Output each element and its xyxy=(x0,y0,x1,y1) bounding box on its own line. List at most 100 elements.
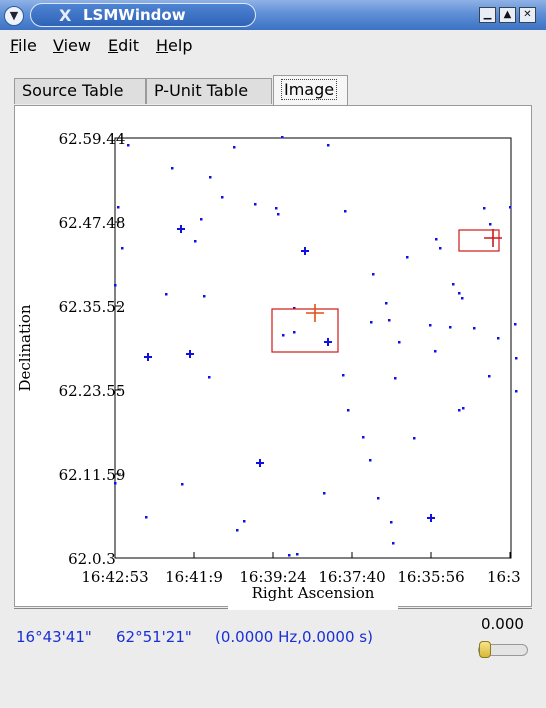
source-dot xyxy=(452,283,455,286)
source-dot xyxy=(473,327,476,330)
tab-image[interactable]: Image xyxy=(273,75,348,105)
source-dot xyxy=(458,292,461,295)
source-dot xyxy=(277,213,280,216)
patch-box xyxy=(271,304,339,353)
source-dot xyxy=(369,459,372,462)
slider-thumb[interactable] xyxy=(479,641,491,658)
x-tick-label: 16:3 xyxy=(487,568,521,586)
source-dot xyxy=(489,223,492,226)
source-dot xyxy=(281,136,284,139)
source-plus-marker xyxy=(324,338,332,346)
source-plus-marker xyxy=(144,353,152,361)
image-panel xyxy=(14,105,532,607)
source-dot xyxy=(293,331,296,334)
tab-p-unit-table[interactable]: P-Unit Table xyxy=(146,78,272,104)
source-dot xyxy=(515,357,518,360)
window-menu-button[interactable]: ▼ xyxy=(4,6,24,26)
source-dot xyxy=(429,324,432,327)
maximize-icon: ▲ xyxy=(503,9,512,20)
y-tick-label: 62.11.59 xyxy=(59,466,126,484)
minimize-icon: ▁ xyxy=(483,9,492,20)
source-dot xyxy=(406,256,409,259)
source-dot xyxy=(194,240,197,243)
close-button[interactable]: ✕ xyxy=(519,7,536,23)
close-icon: ✕ xyxy=(523,9,532,20)
source-dot xyxy=(385,302,388,305)
source-dot xyxy=(362,436,365,439)
menu-help[interactable]: Help xyxy=(156,36,193,55)
y-axis-label: Declination xyxy=(16,304,34,391)
tab-source-table[interactable]: Source Table xyxy=(14,78,146,104)
source-dot xyxy=(497,337,500,340)
source-dot xyxy=(117,206,120,209)
source-dot xyxy=(323,492,326,495)
source-dot xyxy=(243,520,246,523)
y-tick-label: 62.23.55 xyxy=(59,382,126,400)
source-dot xyxy=(145,516,148,519)
source-plus-marker xyxy=(186,350,194,358)
source-dot xyxy=(209,176,212,179)
x-tick-label: 16:35:56 xyxy=(397,568,464,586)
source-dot xyxy=(392,542,395,545)
source-dot xyxy=(413,437,416,440)
plot-frame xyxy=(114,137,512,559)
source-dot xyxy=(514,323,517,326)
source-dot xyxy=(275,207,278,210)
source-dot xyxy=(288,554,291,557)
source-dot xyxy=(344,210,347,213)
source-dot xyxy=(483,207,486,210)
source-dot xyxy=(208,376,211,379)
source-dot xyxy=(435,238,438,241)
source-dot xyxy=(165,293,168,296)
source-dot xyxy=(114,482,117,485)
source-dot xyxy=(327,144,330,147)
source-dot xyxy=(509,206,512,209)
source-dot xyxy=(293,307,296,310)
source-dot xyxy=(458,409,461,412)
minimize-button[interactable]: ▁ xyxy=(479,7,496,23)
source-plus-marker xyxy=(427,514,435,522)
slider-value: 0.000 xyxy=(481,615,524,633)
xlabel-backdrop xyxy=(228,602,398,610)
source-dot xyxy=(394,377,397,380)
source-dot xyxy=(233,146,236,149)
y-tick-label: 62.59.44 xyxy=(59,130,126,148)
source-dot xyxy=(377,497,380,500)
menu-view[interactable]: View xyxy=(53,36,91,55)
source-plus-marker xyxy=(256,459,264,467)
x-tick-label: 16:37:40 xyxy=(318,568,385,586)
source-dot xyxy=(171,167,174,170)
x-tick-label: 16:41:9 xyxy=(165,568,223,586)
source-dot xyxy=(347,409,350,412)
menu-file[interactable]: File xyxy=(10,36,37,55)
x-axis-label-box: Right Ascension xyxy=(252,584,375,602)
status-freq-time: (0.0000 Hz,0.0000 s) xyxy=(215,628,373,646)
maximize-button[interactable]: ▲ xyxy=(499,7,516,23)
source-plus-marker xyxy=(177,225,185,233)
source-dot xyxy=(390,521,393,524)
source-dot xyxy=(449,326,452,329)
menu-bar: File View Edit Help xyxy=(0,30,546,60)
source-dot xyxy=(372,273,375,276)
menu-arrow-icon: ▼ xyxy=(9,9,19,22)
source-dot xyxy=(296,553,299,556)
y-tick-label: 62.0.3 xyxy=(68,550,116,568)
source-dot xyxy=(200,218,203,221)
source-dot xyxy=(461,297,464,300)
x-axis-label: Right Ascension xyxy=(252,584,375,602)
x-tick-label: 16:39:24 xyxy=(239,568,306,586)
source-dot xyxy=(462,407,465,410)
source-dot xyxy=(181,483,184,486)
x-tick-label: 16:42:53 xyxy=(81,568,148,586)
source-dot xyxy=(282,334,285,337)
source-dot xyxy=(236,529,239,532)
window-title: LSMWindow xyxy=(83,6,186,24)
source-dot xyxy=(515,390,518,393)
y-tick-label: 62.47.48 xyxy=(59,214,126,232)
source-dot xyxy=(488,375,491,378)
source-dot xyxy=(254,203,257,206)
source-plus-marker xyxy=(301,247,309,255)
source-dot xyxy=(388,319,391,322)
menu-edit[interactable]: Edit xyxy=(108,36,139,55)
